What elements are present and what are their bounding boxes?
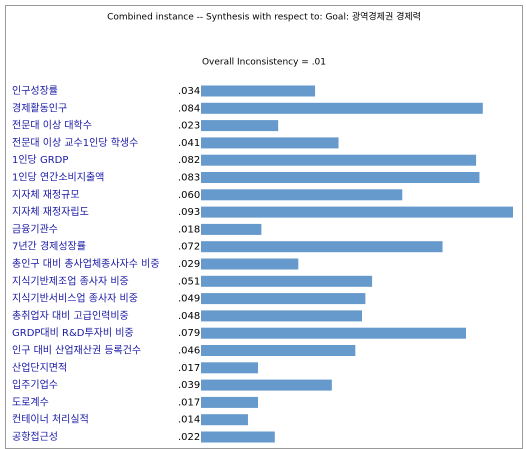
bar <box>201 396 259 408</box>
category-label: 1인당 GRDP <box>12 154 68 166</box>
category-label: 지자체 재정자립도 <box>12 205 89 218</box>
value-label: .017 <box>178 363 200 374</box>
bar <box>201 241 443 253</box>
category-label: 산업단지면적 <box>12 361 67 374</box>
category-label: 전문대 이상 대학수 <box>12 120 92 132</box>
value-label: .041 <box>178 138 200 149</box>
value-label: .048 <box>178 311 200 322</box>
value-label: .083 <box>178 173 200 184</box>
bar <box>201 345 356 356</box>
category-label: 총인구 대비 총사업체종사자수 비중 <box>12 257 160 270</box>
category-label: 7년간 경제성장률 <box>12 240 86 253</box>
value-label: .084 <box>178 103 200 114</box>
bar <box>201 102 483 114</box>
bar <box>201 206 513 218</box>
bar <box>201 327 467 339</box>
value-label: .018 <box>178 224 200 235</box>
category-label: 지식기반제조업 종사자 비중 <box>12 274 129 287</box>
value-label: .051 <box>178 276 200 287</box>
chart-subtitle: Overall Inconsistency = .01 <box>202 58 326 68</box>
value-label: .079 <box>178 328 200 339</box>
value-label: .029 <box>178 259 200 270</box>
category-label: GRDP대비 R&D투자비 비중 <box>12 327 134 339</box>
category-label: 인구성장률 <box>12 85 58 97</box>
bar <box>201 258 299 270</box>
value-label: .046 <box>178 346 200 357</box>
bar <box>201 362 259 374</box>
category-label: 전문대 이상 교수1인당 학생수 <box>12 137 138 149</box>
bar <box>201 223 262 235</box>
value-label: .093 <box>178 207 200 218</box>
bar <box>201 379 332 391</box>
value-label: .039 <box>178 380 200 391</box>
bar <box>201 431 275 443</box>
bar <box>201 189 403 201</box>
category-label: 도로계수 <box>12 396 49 408</box>
category-label: 공항접근성 <box>12 431 58 443</box>
bar <box>201 137 339 149</box>
bar <box>201 154 477 166</box>
value-label: .023 <box>178 121 200 132</box>
category-label: 지식기반서비스업 종사자 비중 <box>12 292 138 305</box>
value-label: .060 <box>178 190 200 201</box>
bar <box>201 85 316 97</box>
bar <box>201 172 480 183</box>
category-label: 지자체 재정규모 <box>12 189 80 201</box>
bar <box>201 310 363 322</box>
value-label: .082 <box>178 155 200 166</box>
category-label: 총취업자 대비 고급인력비중 <box>12 309 129 322</box>
value-label: .072 <box>178 242 200 253</box>
category-label: 경제활동인구 <box>12 101 67 114</box>
value-label: .022 <box>178 432 200 443</box>
value-label: .034 <box>178 86 200 97</box>
value-label: .049 <box>178 294 200 305</box>
category-label: 입주기업수 <box>12 378 58 391</box>
value-label: .017 <box>178 397 200 408</box>
bar <box>201 414 248 426</box>
category-label: 인구 대비 산업재산권 등록건수 <box>12 344 141 357</box>
value-label: .014 <box>178 415 200 426</box>
bar <box>201 293 366 305</box>
category-label: 금융기관수 <box>12 223 58 235</box>
bar <box>201 120 279 132</box>
category-label: 컨테이너 처리실적 <box>12 414 89 426</box>
bar <box>201 275 373 287</box>
chart-title: Combined instance -- Synthesis with resp… <box>107 11 421 23</box>
category-label: 1인당 연간소비지출액 <box>12 172 104 184</box>
